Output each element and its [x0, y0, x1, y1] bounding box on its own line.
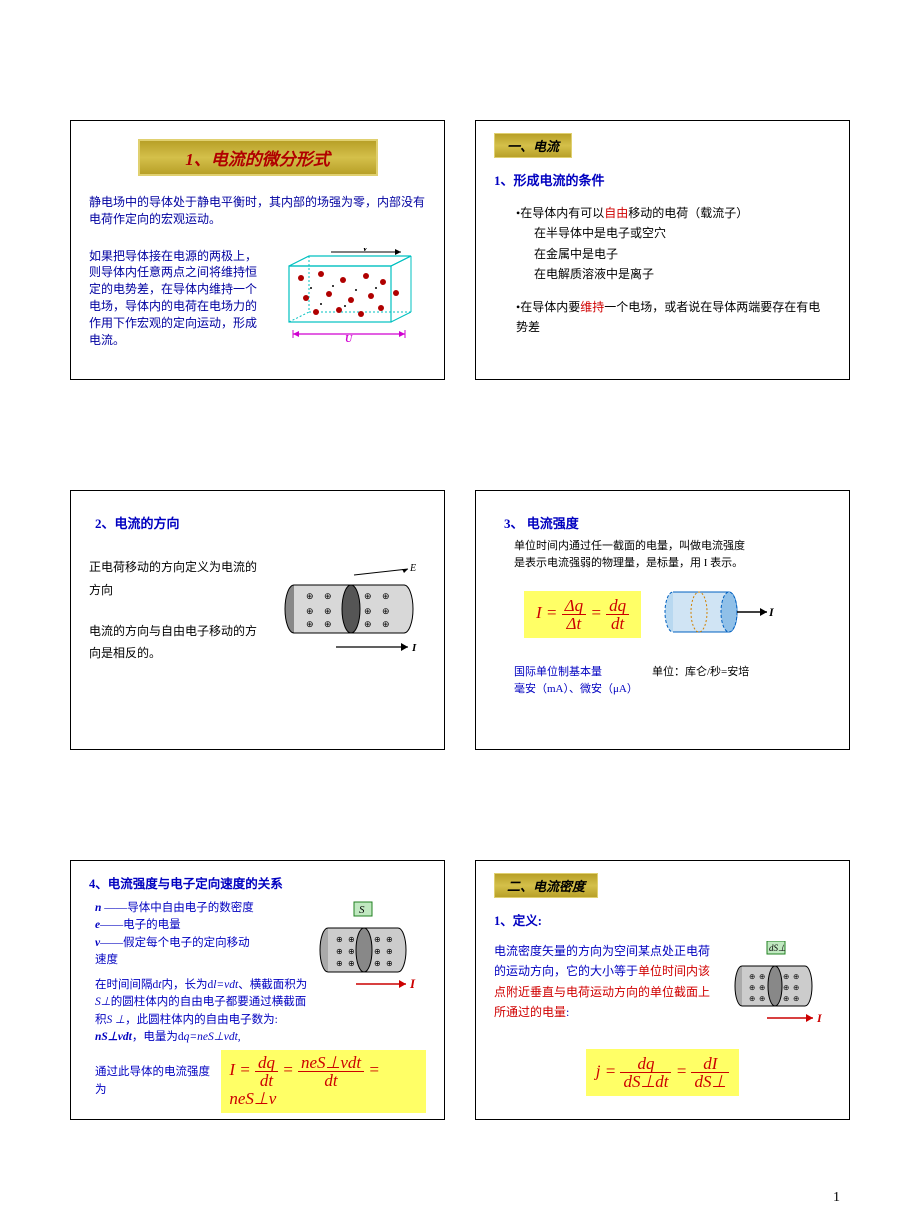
svg-text:⊕: ⊕	[364, 591, 372, 601]
slide3-diagram: ⊕ ⊕ ⊕ ⊕ ⊕ ⊕ ⊕ ⊕ ⊕ ⊕ ⊕ ⊕ E I	[276, 559, 426, 663]
slide5-diagram: S ⊕ ⊕ ⊕ ⊕ ⊕ ⊕ ⊕ ⊕ ⊕ ⊕ ⊕ ⊕ I	[316, 900, 426, 999]
svg-text:⊕: ⊕	[306, 606, 314, 616]
slide6-text: 电流密度矢量的方向为空间某点处正电荷的运动方向，它的大小等于单位时间内该点附近垂…	[494, 941, 721, 1035]
svg-text:⊕: ⊕	[382, 591, 390, 601]
slide-3: 2、电流的方向 正电荷移动的方向定义为电流的方向 电流的方向与自由电子移动的方向…	[70, 490, 445, 750]
svg-text:⊕: ⊕	[382, 619, 390, 629]
svg-text:v: v	[363, 248, 368, 254]
slide1-title-banner: 1、电流的微分形式	[138, 139, 378, 176]
svg-text:⊕: ⊕	[759, 972, 765, 981]
slide5-equation: I = dqdt = neS⊥vdtdt = neS⊥v	[221, 1050, 426, 1113]
slide6-diagram: dS⊥ ⊕ ⊕ ⊕ ⊕ ⊕ ⊕ ⊕ ⊕ ⊕ ⊕ ⊕ ⊕ I	[731, 941, 831, 1035]
svg-text:⊕: ⊕	[386, 947, 393, 956]
svg-text:⊕: ⊕	[749, 972, 755, 981]
svg-text:⊕: ⊕	[336, 935, 343, 944]
svg-text:⊕: ⊕	[348, 959, 355, 968]
slide5-text: nn ——导体中自由电子的数密度 ——导体中自由电子的数密度 e——电子的电量 …	[89, 900, 308, 1046]
svg-text:⊕: ⊕	[793, 972, 799, 981]
slide5-heading: 4、电流强度与电子定向速度的关系	[89, 873, 426, 892]
svg-text:I: I	[409, 976, 416, 991]
svg-text:⊕: ⊕	[364, 619, 372, 629]
svg-text:dS⊥: dS⊥	[769, 943, 786, 953]
slide1-para2: 如果把导体接在电源的两极上，则导体内任意两点之间将维持恒定的电势差，在导体内维持…	[89, 248, 261, 349]
svg-text:U: U	[345, 334, 353, 343]
svg-text:⊕: ⊕	[793, 994, 799, 1003]
svg-text:S: S	[359, 904, 365, 916]
slide5-p2: 通过此导体的电流强度为	[89, 1064, 213, 1099]
slide1-para1: 静电场中的导体处于静电平衡时，其内部的场强为零，内部没有电荷作定向的宏观运动。	[89, 194, 426, 228]
svg-text:⊕: ⊕	[324, 591, 332, 601]
slide-2: 一、电流 1、形成电流的条件 •在导体内有可以自由移动的电荷（载流子） 在半导体…	[475, 120, 850, 380]
slide4-footer: 国际单位制基本量单位：库仑/秒=安培 毫安（mA）、微安（μA）	[514, 664, 831, 697]
particles-icon	[298, 271, 399, 317]
svg-text:⊕: ⊕	[374, 959, 381, 968]
svg-text:⊕: ⊕	[374, 947, 381, 956]
slide4-sub1: 单位时间内通过任一截面的电量，叫做电流强度	[514, 538, 831, 555]
slide-6: 二、电流密度 1、定义: 电流密度矢量的方向为空间某点处正电荷的运动方向，它的大…	[475, 860, 850, 1120]
svg-text:E: E	[409, 563, 416, 574]
slide3-heading: 2、电流的方向	[95, 513, 426, 532]
page-number: 1	[833, 1190, 840, 1206]
svg-text:⊕: ⊕	[759, 994, 765, 1003]
slide2-heading: 1、形成电流的条件	[494, 170, 831, 189]
slide6-section-banner: 二、电流密度	[494, 873, 598, 898]
svg-text:⊕: ⊕	[749, 983, 755, 992]
conductor-box-icon	[289, 256, 411, 322]
slide-5: 4、电流强度与电子定向速度的关系 nn ——导体中自由电子的数密度 ——导体中自…	[70, 860, 445, 1120]
svg-text:⊕: ⊕	[336, 959, 343, 968]
svg-text:⊕: ⊕	[348, 935, 355, 944]
svg-text:⊕: ⊕	[783, 983, 789, 992]
slide2-section-banner: 一、电流	[494, 133, 572, 158]
svg-text:⊕: ⊕	[382, 606, 390, 616]
svg-text:⊕: ⊕	[324, 619, 332, 629]
svg-text:⊕: ⊕	[749, 994, 755, 1003]
svg-text:⊕: ⊕	[386, 935, 393, 944]
svg-text:⊕: ⊕	[364, 606, 372, 616]
slide4-sub2: 是表示电流强弱的物理量，是标量，用 I 表示。	[514, 555, 831, 572]
svg-text:I: I	[411, 642, 417, 654]
svg-text:⊕: ⊕	[374, 935, 381, 944]
svg-text:⊕: ⊕	[783, 994, 789, 1003]
svg-text:⊕: ⊕	[348, 947, 355, 956]
svg-text:⊕: ⊕	[783, 972, 789, 981]
svg-text:I: I	[768, 605, 775, 619]
slide4-heading: 3、 电流强度	[504, 513, 831, 532]
svg-text:I: I	[816, 1011, 823, 1025]
slide2-body: •在导体内有可以自由移动的电荷（载流子） 在半导体中是电子或空穴 在金属中是电子…	[494, 203, 831, 337]
svg-text:⊕: ⊕	[336, 947, 343, 956]
svg-text:⊕: ⊕	[306, 591, 314, 601]
slide3-text: 正电荷移动的方向定义为电流的方向 电流的方向与自由电子移动的方向是相反的。	[89, 556, 260, 665]
slide-4: 3、 电流强度 单位时间内通过任一截面的电量，叫做电流强度 是表示电流强弱的物理…	[475, 490, 850, 750]
svg-text:⊕: ⊕	[386, 959, 393, 968]
svg-text:⊕: ⊕	[306, 619, 314, 629]
svg-text:⊕: ⊕	[759, 983, 765, 992]
slide-1: 1、电流的微分形式 静电场中的导体处于静电平衡时，其内部的场强为零，内部没有电荷…	[70, 120, 445, 380]
svg-text:⊕: ⊕	[324, 606, 332, 616]
slide6-heading: 1、定义:	[494, 910, 831, 929]
slide1-diagram: v U	[271, 248, 426, 343]
svg-text:⊕: ⊕	[793, 983, 799, 992]
slide4-diagram: I	[659, 585, 779, 644]
slide6-equation: j = dqdS⊥dt = dIdS⊥	[586, 1049, 740, 1096]
slide4-equation: I = ΔqΔt = dqdt	[524, 591, 641, 638]
